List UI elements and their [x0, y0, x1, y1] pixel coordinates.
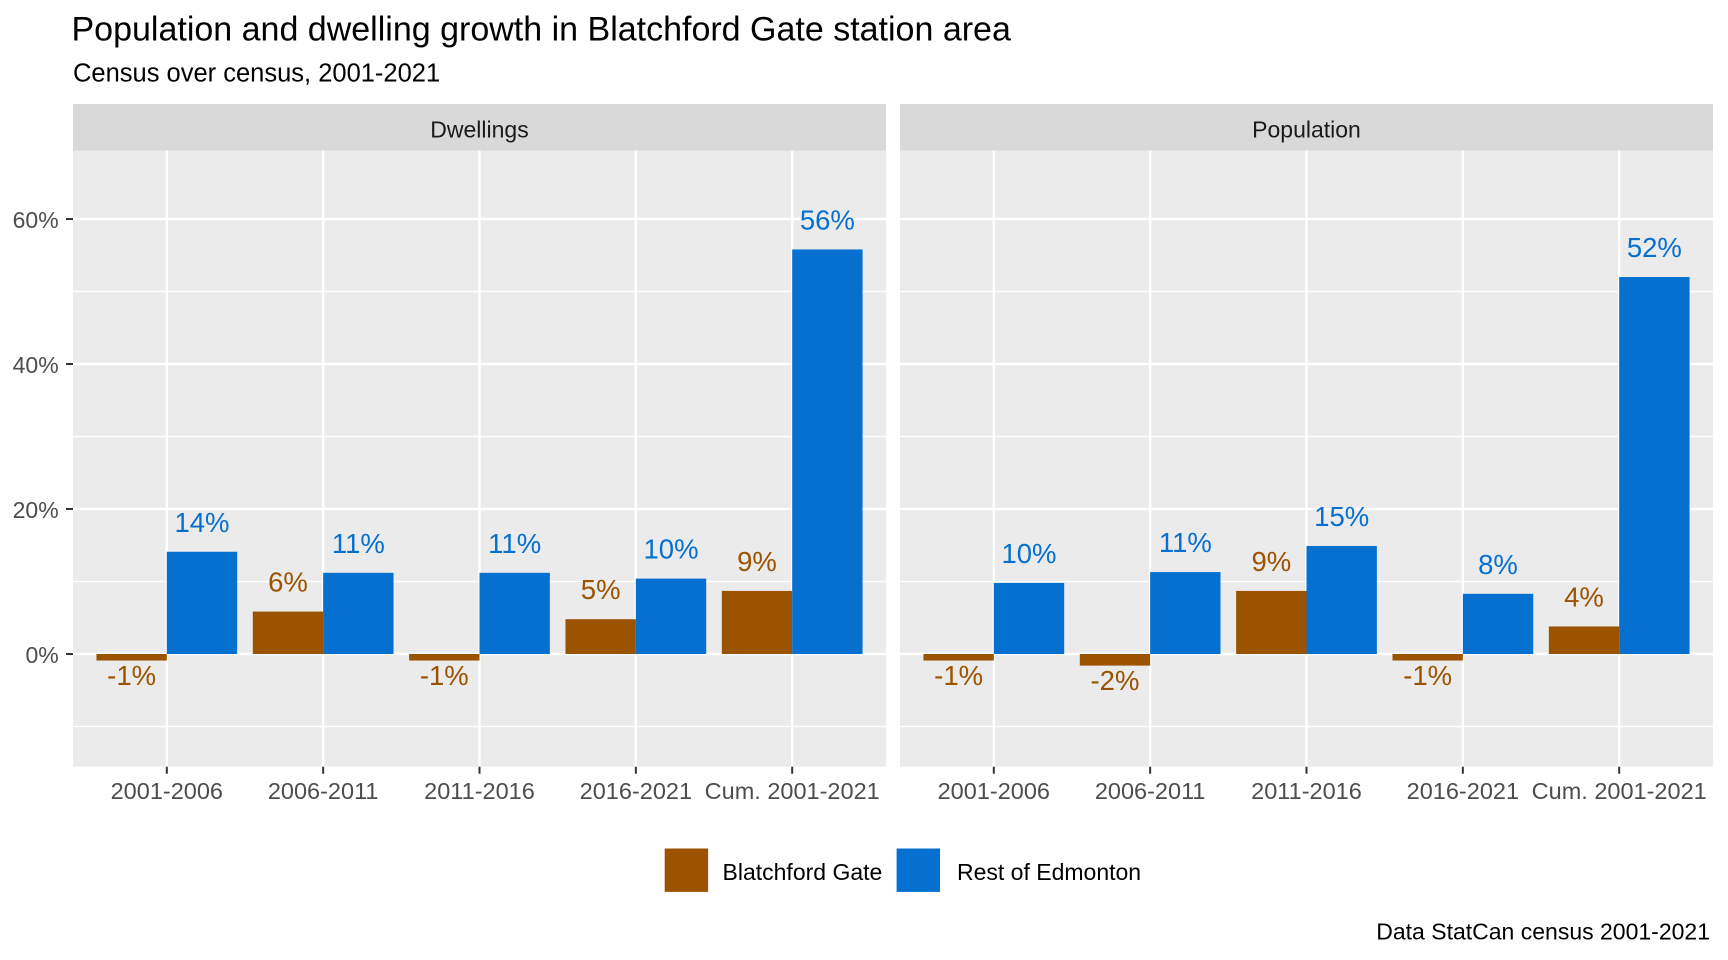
svg-text:Cum. 2001-2021: Cum. 2001-2021 — [1532, 778, 1707, 804]
svg-text:15%: 15% — [1314, 501, 1369, 532]
svg-text:14%: 14% — [174, 507, 229, 538]
svg-text:52%: 52% — [1627, 232, 1682, 263]
svg-text:6%: 6% — [268, 567, 308, 598]
svg-text:8%: 8% — [1478, 549, 1518, 580]
svg-text:-1%: -1% — [1403, 660, 1452, 691]
svg-text:56%: 56% — [800, 204, 855, 235]
svg-text:2006-2011: 2006-2011 — [1095, 778, 1206, 804]
svg-text:Population and dwelling growth: Population and dwelling growth in Blatch… — [72, 11, 1011, 49]
svg-text:2001-2006: 2001-2006 — [938, 778, 1050, 804]
svg-text:11%: 11% — [332, 528, 385, 559]
svg-text:Cum. 2001-2021: Cum. 2001-2021 — [705, 778, 880, 804]
svg-text:9%: 9% — [737, 546, 777, 577]
svg-text:40%: 40% — [13, 352, 59, 378]
svg-text:Dwellings: Dwellings — [430, 116, 528, 142]
svg-text:-1%: -1% — [420, 660, 469, 691]
svg-text:11%: 11% — [1159, 527, 1212, 558]
svg-text:2011-2016: 2011-2016 — [1251, 778, 1362, 804]
svg-text:4%: 4% — [1564, 581, 1604, 612]
svg-text:0%: 0% — [25, 642, 58, 668]
svg-text:-1%: -1% — [934, 660, 983, 691]
svg-text:11%: 11% — [488, 528, 541, 559]
svg-text:2016-2021: 2016-2021 — [580, 778, 692, 804]
svg-text:Census over census, 2001-2021: Census over census, 2001-2021 — [73, 59, 440, 87]
svg-text:2006-2011: 2006-2011 — [268, 778, 379, 804]
svg-text:10%: 10% — [643, 534, 698, 565]
svg-text:Data StatCan census 2001-2021: Data StatCan census 2001-2021 — [1376, 919, 1710, 945]
svg-text:2011-2016: 2011-2016 — [424, 778, 535, 804]
svg-text:5%: 5% — [581, 574, 621, 605]
svg-text:-2%: -2% — [1091, 665, 1140, 696]
svg-text:Population: Population — [1252, 116, 1361, 142]
svg-text:2016-2021: 2016-2021 — [1407, 778, 1519, 804]
svg-text:10%: 10% — [1001, 538, 1056, 569]
svg-text:20%: 20% — [13, 497, 59, 523]
svg-text:Blatchford Gate: Blatchford Gate — [723, 859, 883, 885]
svg-text:2001-2006: 2001-2006 — [111, 778, 223, 804]
svg-text:9%: 9% — [1251, 546, 1291, 577]
svg-text:60%: 60% — [13, 207, 59, 233]
svg-text:Rest of Edmonton: Rest of Edmonton — [957, 859, 1141, 885]
svg-text:-1%: -1% — [107, 660, 156, 691]
